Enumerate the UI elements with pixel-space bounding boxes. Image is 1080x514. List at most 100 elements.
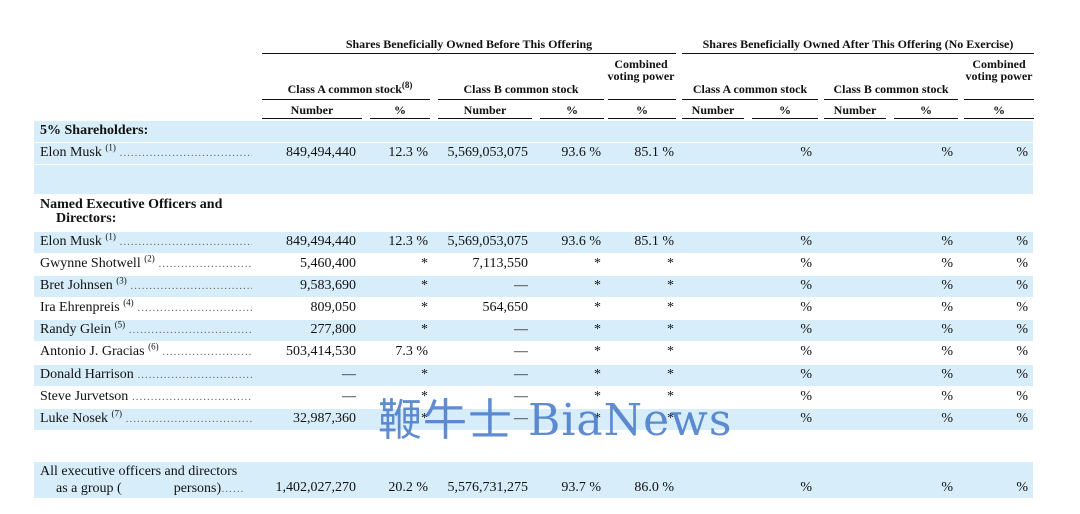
class-a-pct-cell: * xyxy=(421,300,428,315)
class-b-after-pct-cell: % xyxy=(941,300,953,315)
class-b-number-cell: 564,650 xyxy=(482,300,529,315)
shareholder-name: Elon Musk xyxy=(40,145,102,160)
class-a-number-cell: 5,460,400 xyxy=(300,256,356,271)
combined-pct-cell: * xyxy=(667,389,674,404)
leader-dots: ........................................… xyxy=(119,236,252,248)
header-class-a-before-note: (8) xyxy=(401,80,413,90)
group-total-label-line2b: persons) xyxy=(173,481,222,496)
combined-pct-cell: * xyxy=(667,344,674,359)
table-row: Bret Johnsen (3) .......................… xyxy=(0,276,1080,296)
class-a-number-cell: 809,050 xyxy=(310,300,357,315)
class-a-number-cell: — xyxy=(342,367,356,382)
shareholder-name-cell: Elon Musk (1) ..........................… xyxy=(40,232,252,252)
class-a-after-pct-cell: % xyxy=(800,300,812,315)
class-b-pct-cell: * xyxy=(594,322,601,337)
band-section-5pct xyxy=(34,121,1033,142)
combined-pct-cell: * xyxy=(667,322,674,337)
table-row: Luke Nosek (7) .........................… xyxy=(0,409,1080,429)
header-combined-after: Combined voting power xyxy=(965,57,1033,83)
section-heading-5pct: 5% Shareholders: xyxy=(40,123,149,138)
class-a-pct-cell: 12.3 % xyxy=(388,234,428,249)
class-b-after-pct-cell: % xyxy=(941,389,953,404)
shareholder-name-cell: Elon Musk (1) ..........................… xyxy=(40,143,252,163)
class-a-after-pct-cell: % xyxy=(800,411,812,426)
class-a-after-pct-cell: % xyxy=(800,278,812,293)
rule-sub-b-number xyxy=(438,118,532,119)
footnote-ref: (5) xyxy=(114,320,126,330)
header-after-title: Shares Beneficially Owned After This Off… xyxy=(702,37,1014,51)
group-total-class-b-number: 5,576,731,275 xyxy=(447,480,529,495)
shareholder-name-cell: Gwynne Shotwell (2) ....................… xyxy=(40,254,252,274)
combined-after-pct-cell: % xyxy=(1016,322,1028,337)
watermark-logo: 鞭牛士 BiaNews xyxy=(378,395,733,446)
shareholder-name-cell: Antonio J. Gracias (6) .................… xyxy=(40,342,252,362)
class-b-number-cell: — xyxy=(514,278,528,293)
band-row-musk-1 xyxy=(34,143,1033,164)
subheader-comb-pct: % xyxy=(636,103,648,117)
class-b-number-cell: 5,569,053,075 xyxy=(447,145,529,160)
combined-after-pct-cell: % xyxy=(1016,278,1028,293)
combined-after-pct-cell: % xyxy=(1016,367,1028,382)
combined-after-pct-cell: % xyxy=(1016,234,1028,249)
class-a-after-pct-cell: % xyxy=(800,389,812,404)
combined-after-pct-cell: % xyxy=(1016,300,1028,315)
section-heading-named-line1: Named Executive Officers and xyxy=(40,197,223,212)
shareholder-name-cell: Ira Ehrenpreis (4) .....................… xyxy=(40,298,252,318)
class-b-number-cell: — xyxy=(514,344,528,359)
combined-pct-cell: 85.1 % xyxy=(634,145,674,160)
leader-dots: ........................................… xyxy=(125,413,252,425)
class-b-after-pct-cell: % xyxy=(941,367,953,382)
group-total-combined-after-pct: % xyxy=(1016,480,1028,495)
class-a-after-pct-cell: % xyxy=(800,322,812,337)
table-row: Donald Harrison ........................… xyxy=(0,365,1080,385)
header-class-a-before: Class A common stock(8) xyxy=(262,80,438,96)
leader-dots: ........................................… xyxy=(158,258,252,270)
subheader-ba-pct: % xyxy=(920,103,932,117)
subheader-b-pct: % xyxy=(566,103,578,117)
class-a-number-cell: — xyxy=(342,389,356,404)
rule-sub-comb-after xyxy=(964,118,1034,119)
shareholder-name-cell: Bret Johnsen (3) .......................… xyxy=(40,276,252,296)
combined-pct-cell: * xyxy=(667,411,674,426)
footnote-ref: (4) xyxy=(123,298,134,308)
class-a-number-cell: 849,494,440 xyxy=(286,234,356,249)
class-b-after-pct-cell: % xyxy=(941,322,953,337)
subheader-b-number: Number xyxy=(463,103,507,117)
section-heading-named-line2: Directors: xyxy=(56,211,117,226)
shareholder-name: Antonio J. Gracias xyxy=(40,344,145,359)
header-class-b-after: Class B common stock xyxy=(833,82,949,96)
class-b-number-cell: 7,113,550 xyxy=(472,256,528,271)
group-total-label-line1: All executive officers and directors xyxy=(40,464,238,479)
band-row-musk-2 xyxy=(34,232,1033,253)
band-row-glein xyxy=(34,320,1033,341)
header-class-a-before-label: Class A common stock xyxy=(287,82,402,96)
header-class-b-before: Class B common stock xyxy=(463,82,579,96)
class-b-pct-cell: * xyxy=(594,256,601,271)
footnote-ref: (1) xyxy=(105,232,116,242)
shareholder-name: Elon Musk xyxy=(40,234,102,249)
class-b-after-pct-cell: % xyxy=(941,256,953,271)
class-a-pct-cell: * xyxy=(421,322,428,337)
class-b-pct-cell: 93.6 % xyxy=(561,145,601,160)
combined-pct-cell: 85.1 % xyxy=(634,234,674,249)
class-a-pct-cell: * xyxy=(421,367,428,382)
footnote-ref: (7) xyxy=(111,409,123,419)
footnote-ref: (2) xyxy=(144,254,155,264)
class-a-pct-cell: * xyxy=(421,256,428,271)
subheader-ba-number: Number xyxy=(833,103,877,117)
rule-sub-aa-number xyxy=(682,118,744,119)
group-total-row: All executive officers and directors as … xyxy=(0,462,1080,498)
class-a-after-pct-cell: % xyxy=(800,344,812,359)
combined-pct-cell: * xyxy=(667,300,674,315)
table-row: Elon Musk (1) ..........................… xyxy=(0,143,1080,163)
combined-after-pct-cell: % xyxy=(1016,145,1028,160)
class-a-after-pct-cell: % xyxy=(800,367,812,382)
band-row-nosek xyxy=(34,409,1033,430)
group-total-class-b-after-pct: % xyxy=(941,480,953,495)
rule-sub-comb xyxy=(608,118,676,119)
combined-pct-cell: * xyxy=(667,367,674,382)
group-total-label-line2a: as a group ( xyxy=(56,481,122,496)
combined-after-pct-cell: % xyxy=(1016,344,1028,359)
subheader-comb-after-pct: % xyxy=(993,103,1005,117)
table-row: Randy Glein (5) ........................… xyxy=(0,320,1080,340)
